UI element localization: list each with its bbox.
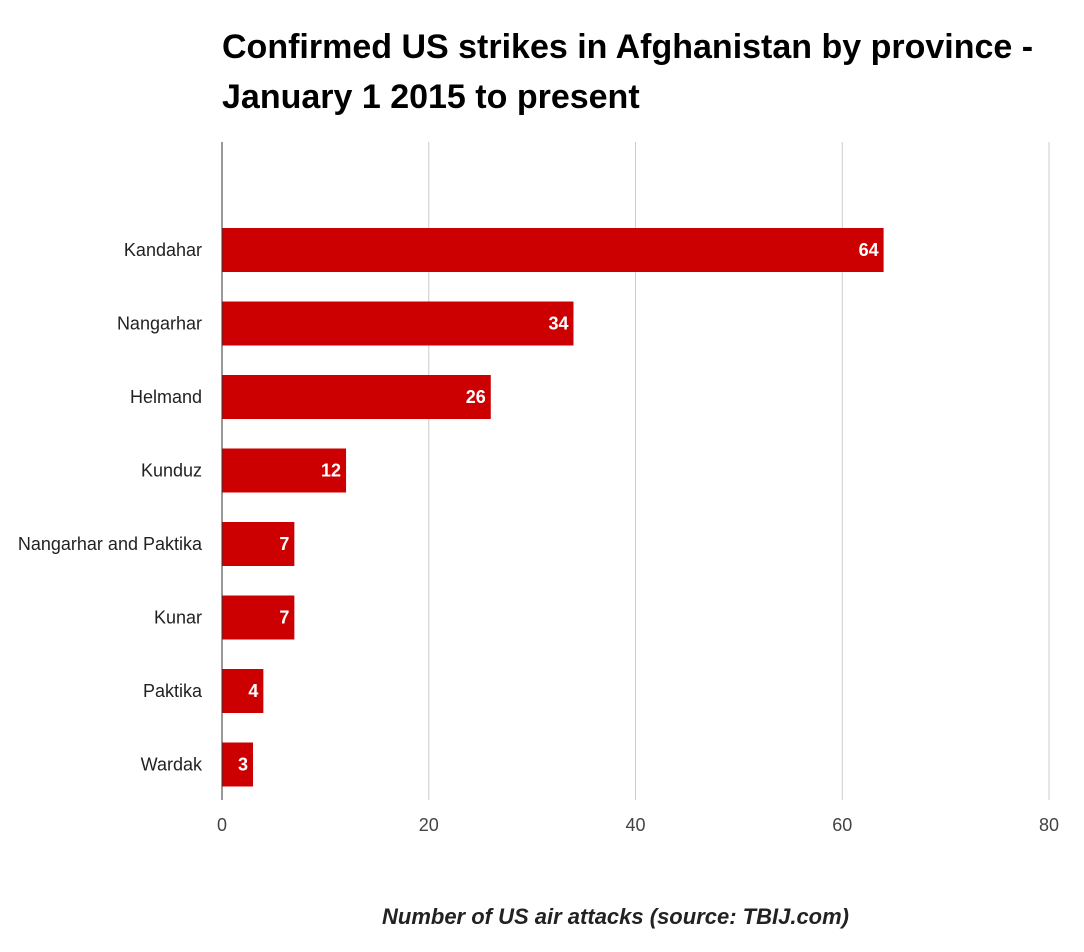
bar-nangarhar <box>222 301 574 346</box>
bar-wardak <box>222 742 254 787</box>
chart-title: Confirmed US strikes in Afghanistan by p… <box>222 28 1034 116</box>
x-tick-label-40: 40 <box>625 815 645 835</box>
bar-kandahar <box>222 228 884 272</box>
x-tick-label-0: 0 <box>217 815 227 835</box>
x-axis-title: Number of US air attacks (source: TBIJ.c… <box>382 904 850 929</box>
bar-nangarhar-and-paktika <box>222 522 295 566</box>
category-label-paktika: Paktika <box>143 681 203 701</box>
bar-helmand <box>222 375 491 419</box>
category-label-kunar: Kunar <box>154 608 202 628</box>
data-label-helmand: 26 <box>466 387 486 407</box>
bar-kunduz <box>222 448 347 493</box>
data-label-kandahar: 64 <box>859 240 879 260</box>
data-label-nangarhar-and-paktika: 7 <box>279 534 289 554</box>
data-label-wardak: 3 <box>238 755 248 775</box>
category-labels: Kandahar Nangarhar Helmand Kunduz Nangarhar … <box>18 240 203 775</box>
category-label-nangarhar-and-paktika: Nangarhar and Paktika <box>18 534 203 554</box>
x-tick-labels: 0 20 40 60 80 <box>217 815 1059 835</box>
bar-kunar <box>222 595 295 640</box>
bars: 64 34 26 12 7 7 4 3 <box>222 228 884 787</box>
bar-paktika <box>222 669 264 713</box>
category-label-helmand: Helmand <box>130 387 202 407</box>
x-tick-label-20: 20 <box>419 815 439 835</box>
data-label-paktika: 4 <box>248 681 258 701</box>
category-label-wardak: Wardak <box>141 755 203 775</box>
category-label-kandahar: Kandahar <box>124 240 202 260</box>
x-tick-label-60: 60 <box>832 815 852 835</box>
x-tick-label-80: 80 <box>1039 815 1059 835</box>
category-label-nangarhar: Nangarhar <box>117 314 202 334</box>
data-label-kunar: 7 <box>279 608 289 628</box>
data-label-kunduz: 12 <box>321 461 341 481</box>
data-label-nangarhar: 34 <box>548 314 568 334</box>
category-label-kunduz: Kunduz <box>141 461 202 481</box>
